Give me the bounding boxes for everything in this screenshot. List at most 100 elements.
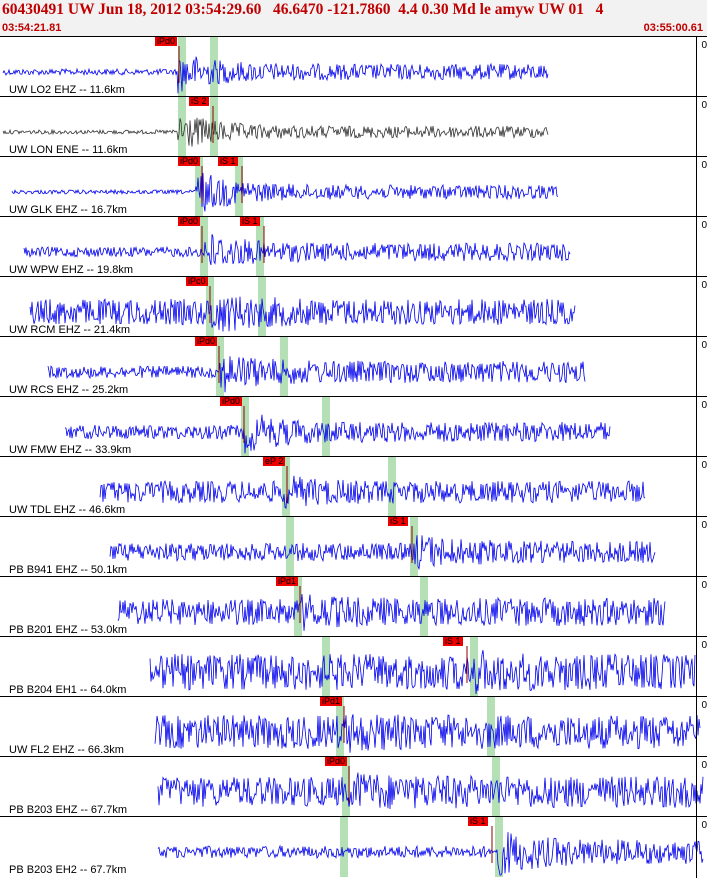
waveform-plot	[157, 757, 704, 817]
waveform-panel[interactable]: iPd1 PB B201 EHZ -- 53.0km 0	[0, 576, 707, 637]
seismic-trace	[64, 414, 611, 454]
scale-marker: 0	[701, 640, 707, 651]
waveform-plot	[149, 637, 696, 697]
waveform-panel[interactable]: iS 2 UW LON ENE -- 11.6km 0	[0, 96, 707, 157]
station-label: UW RCM EHZ -- 21.4km	[8, 324, 131, 336]
waveform-panel[interactable]: iPd0 iS 1 UW GLK EHZ -- 16.7km 0	[0, 156, 707, 217]
pick-window	[286, 517, 294, 577]
pick-window	[178, 97, 186, 157]
pick-label[interactable]: iPd1	[276, 576, 299, 586]
scale-marker: 0	[701, 520, 707, 531]
scale-marker: 0	[701, 280, 707, 291]
pick-window	[336, 697, 344, 757]
waveform-plot	[157, 817, 704, 877]
pick-window	[210, 97, 218, 157]
seismic-trace	[149, 650, 696, 694]
waveform-panel[interactable]: iS 1 PB B941 EHZ -- 50.1km 0	[0, 516, 707, 577]
pick-window	[241, 397, 249, 457]
waveform-panel[interactable]: iPd0 UW RCS EHZ -- 25.2km 0	[0, 336, 707, 397]
seismic-trace	[11, 172, 559, 212]
station-label: UW TDL EHZ -- 46.6km	[8, 504, 127, 516]
pick-window	[340, 817, 348, 877]
pick-window	[322, 637, 330, 697]
station-label: PB B941 EHZ -- 50.1km	[8, 564, 128, 576]
seismic-trace	[29, 296, 576, 332]
waveform-plot	[29, 277, 576, 337]
pick-label[interactable]: iS 1	[240, 216, 260, 226]
seismic-trace	[2, 117, 549, 147]
event-title: 60430491 UW Jun 18, 2012 03:54:29.60 46.…	[2, 1, 604, 18]
waveform-panel[interactable]: iS 1 PB B203 EH2 -- 67.7km 0	[0, 816, 707, 877]
pick-label[interactable]: iPc0	[186, 276, 208, 286]
station-label: UW WPW EHZ -- 19.8km	[8, 264, 135, 276]
waveform-panel[interactable]: iPc0 UW RCM EHZ -- 21.4km 0	[0, 276, 707, 337]
waveform-plot	[117, 577, 666, 637]
pick-window	[294, 577, 302, 637]
pick-label[interactable]: iPd0	[325, 756, 348, 766]
pick-label[interactable]: eP 2	[263, 456, 286, 466]
waveform-panel[interactable]: iPd0 PB B203 EHZ -- 67.7km 0	[0, 756, 707, 817]
pick-label[interactable]: iPd0	[178, 216, 201, 226]
station-label: UW LO2 EHZ -- 11.6km	[8, 84, 126, 96]
station-label: UW LON ENE -- 11.6km	[8, 144, 129, 156]
scale-marker: 0	[701, 220, 707, 231]
pick-label[interactable]: iPd0	[155, 36, 178, 46]
pick-window	[492, 757, 500, 817]
seismic-trace	[47, 356, 586, 393]
waveform-panel[interactable]: iPd0 iS 1 UW WPW EHZ -- 19.8km 0	[0, 216, 707, 277]
scale-marker: 0	[701, 460, 707, 471]
pick-label[interactable]: iPd0	[195, 336, 218, 346]
waveform-panel[interactable]: iPd0 UW LO2 EHZ -- 11.6km 0	[0, 36, 707, 97]
pick-window	[178, 37, 186, 97]
pick-window	[495, 817, 503, 877]
waveform-panel[interactable]: eP 2 UW TDL EHZ -- 46.6km 0	[0, 456, 707, 517]
station-label: PB B203 EHZ -- 67.7km	[8, 804, 128, 816]
station-label: UW GLK EHZ -- 16.7km	[8, 204, 128, 216]
scale-marker: 0	[701, 400, 707, 411]
scale-marker: 0	[701, 340, 707, 351]
time-start-label: 03:54:21.81	[2, 22, 62, 34]
pick-label[interactable]: iS 1	[388, 516, 408, 526]
waveform-plot	[11, 157, 559, 217]
seismic-trace	[157, 832, 704, 876]
seismic-trace	[2, 56, 549, 94]
waveform-panel[interactable]: iPd1 UW FL2 EHZ -- 66.3km 0	[0, 696, 707, 757]
pick-label[interactable]: iS 1	[443, 636, 463, 646]
scale-marker: 0	[701, 160, 707, 171]
scale-marker: 0	[701, 580, 707, 591]
waveform-panels[interactable]: iPd0 UW LO2 EHZ -- 11.6km 0 iS 2 UW LON ENE …	[0, 36, 707, 878]
waveform-plot	[109, 517, 656, 577]
pick-label[interactable]: iPd1	[320, 696, 343, 706]
pick-window	[388, 457, 396, 517]
scale-marker: 0	[701, 100, 707, 111]
right-edge-rule	[696, 36, 697, 878]
time-end-label: 03:55:00.61	[643, 22, 703, 34]
waveform-panel[interactable]: iS 1 PB B204 EH1 -- 64.0km 0	[0, 636, 707, 697]
station-label: PB B203 EH2 -- 67.7km	[8, 864, 128, 876]
event-header: 60430491 UW Jun 18, 2012 03:54:29.60 46.…	[0, 0, 707, 36]
station-label: PB B204 EH1 -- 64.0km	[8, 684, 128, 696]
waveform-plot	[99, 457, 646, 517]
pick-label[interactable]: iS 2	[189, 96, 209, 106]
seismic-trace	[99, 475, 646, 510]
scale-marker: 0	[701, 700, 707, 711]
pick-label[interactable]: iS 1	[218, 156, 238, 166]
waveform-plot	[64, 397, 611, 457]
station-label: UW RCS EHZ -- 25.2km	[8, 384, 130, 396]
seismic-trace	[157, 772, 704, 810]
waveform-plot	[23, 217, 571, 277]
pick-label[interactable]: iPd0	[220, 396, 243, 406]
waveform-panel[interactable]: iPd0 UW FMW EHZ -- 33.9km 0	[0, 396, 707, 457]
waveform-plot	[2, 97, 549, 157]
pick-label[interactable]: iPd0	[178, 156, 201, 166]
pick-window	[420, 577, 428, 637]
seismic-trace	[117, 594, 666, 631]
waveform-plot	[2, 37, 549, 97]
seismic-trace	[154, 714, 701, 753]
pick-window	[282, 457, 290, 517]
scale-marker: 0	[701, 760, 707, 771]
waveform-plot	[47, 337, 586, 397]
pick-label[interactable]: iS 1	[468, 816, 488, 826]
seismic-trace	[23, 234, 571, 266]
station-label: UW FL2 EHZ -- 66.3km	[8, 744, 125, 756]
